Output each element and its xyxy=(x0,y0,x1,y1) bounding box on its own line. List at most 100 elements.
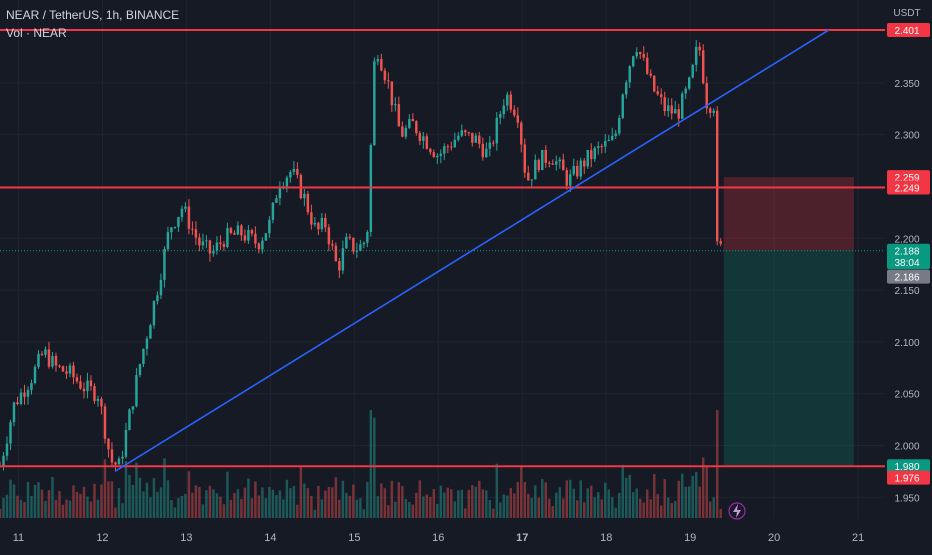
volume-bar xyxy=(292,486,296,518)
candle-body xyxy=(691,64,694,78)
volume-bar xyxy=(338,499,341,518)
volume-bar xyxy=(415,492,418,518)
volume-bar xyxy=(275,495,278,518)
volume-bar xyxy=(632,492,635,518)
candle-body xyxy=(121,456,124,459)
candle-body xyxy=(660,94,663,98)
candle-body xyxy=(590,150,593,160)
volume-bar xyxy=(715,410,719,518)
volume-bar xyxy=(149,497,152,518)
volume-bar xyxy=(47,490,51,518)
volume-bar xyxy=(303,483,306,518)
candle-body xyxy=(236,225,240,235)
volume-bar xyxy=(499,502,502,518)
candle-body xyxy=(478,135,481,144)
position-tool[interactable] xyxy=(0,177,885,467)
volume-bar xyxy=(719,508,722,518)
volume-bar xyxy=(282,499,285,518)
volume-bar xyxy=(541,479,544,518)
volume-bar xyxy=(264,498,268,518)
candle-body xyxy=(107,438,110,450)
time-tick-label: 11 xyxy=(13,532,24,544)
candle-body xyxy=(369,145,373,233)
candle-body xyxy=(663,97,666,112)
lightning-icon[interactable] xyxy=(728,502,746,520)
volume-bar xyxy=(114,507,117,518)
candle-body xyxy=(457,135,460,140)
candle-body xyxy=(30,383,33,390)
candle-body xyxy=(600,146,603,148)
volume-bar xyxy=(233,493,236,518)
candle-body xyxy=(551,163,554,165)
candle-body xyxy=(383,70,387,81)
candle-body xyxy=(26,389,30,397)
volume-bar xyxy=(348,495,352,518)
candle-body xyxy=(569,174,572,186)
candle-body xyxy=(373,61,376,146)
candle-body xyxy=(149,325,152,339)
candle-body xyxy=(51,355,54,367)
volume-bar xyxy=(474,486,478,518)
volume-bar xyxy=(460,489,464,518)
candle-body xyxy=(492,142,495,144)
candle-body xyxy=(464,130,467,133)
candle-body xyxy=(705,83,708,109)
time-axis[interactable]: 11 12 13 14 15 16 17 18 19 20 21 xyxy=(0,528,885,550)
volume-bar xyxy=(152,478,156,518)
volume-bar xyxy=(397,482,401,518)
volume-bar xyxy=(555,492,558,518)
candle-body xyxy=(166,232,170,250)
candle-body xyxy=(247,230,250,241)
volume-bar xyxy=(527,493,530,518)
candle-body xyxy=(443,146,446,154)
candle-body xyxy=(474,135,478,143)
volume-bar xyxy=(548,498,551,518)
volume-bar xyxy=(635,488,638,518)
candle-body xyxy=(75,377,79,382)
candle-body xyxy=(159,279,163,296)
volume-bar xyxy=(201,504,205,518)
volume-bar xyxy=(488,499,492,518)
candle-body xyxy=(2,455,5,467)
candle-body xyxy=(674,109,677,114)
candle-body xyxy=(355,250,359,252)
time-axis-panel xyxy=(0,528,885,550)
stop-loss-zone xyxy=(723,177,854,251)
volume-bar xyxy=(680,473,684,518)
volume-bar xyxy=(68,500,72,518)
volume-bar xyxy=(145,482,149,518)
candle-body xyxy=(429,148,432,153)
candle-body xyxy=(72,365,75,378)
candle-body xyxy=(576,166,579,177)
candle-body xyxy=(212,250,215,254)
volume-bar xyxy=(453,501,457,518)
volume-bar xyxy=(383,488,387,518)
candle-body xyxy=(604,140,607,147)
volume-bar xyxy=(40,489,44,518)
volume-bar xyxy=(65,499,68,518)
candle-body xyxy=(715,110,719,242)
candle-body xyxy=(16,402,19,405)
candle-body xyxy=(317,222,320,230)
candle-body xyxy=(541,149,544,171)
horizontal-levels[interactable] xyxy=(0,29,885,468)
candle-body xyxy=(271,202,275,220)
candle-body xyxy=(467,132,471,134)
volume-bar xyxy=(296,504,299,518)
trendline[interactable] xyxy=(114,29,830,473)
candle-body xyxy=(670,105,673,114)
price-tick-label: 2.150 xyxy=(894,286,919,297)
price-tick-label: 2.200 xyxy=(894,234,919,245)
volume-bar xyxy=(625,477,628,518)
volume-bar xyxy=(289,488,292,518)
volume-bar xyxy=(390,480,394,518)
candle-body xyxy=(44,349,47,355)
candle-body xyxy=(708,108,712,113)
candle-body xyxy=(366,232,369,243)
candle-body xyxy=(194,229,198,238)
volume-bar xyxy=(12,484,16,518)
volume-bar xyxy=(33,485,37,518)
volume-bar xyxy=(327,486,331,518)
